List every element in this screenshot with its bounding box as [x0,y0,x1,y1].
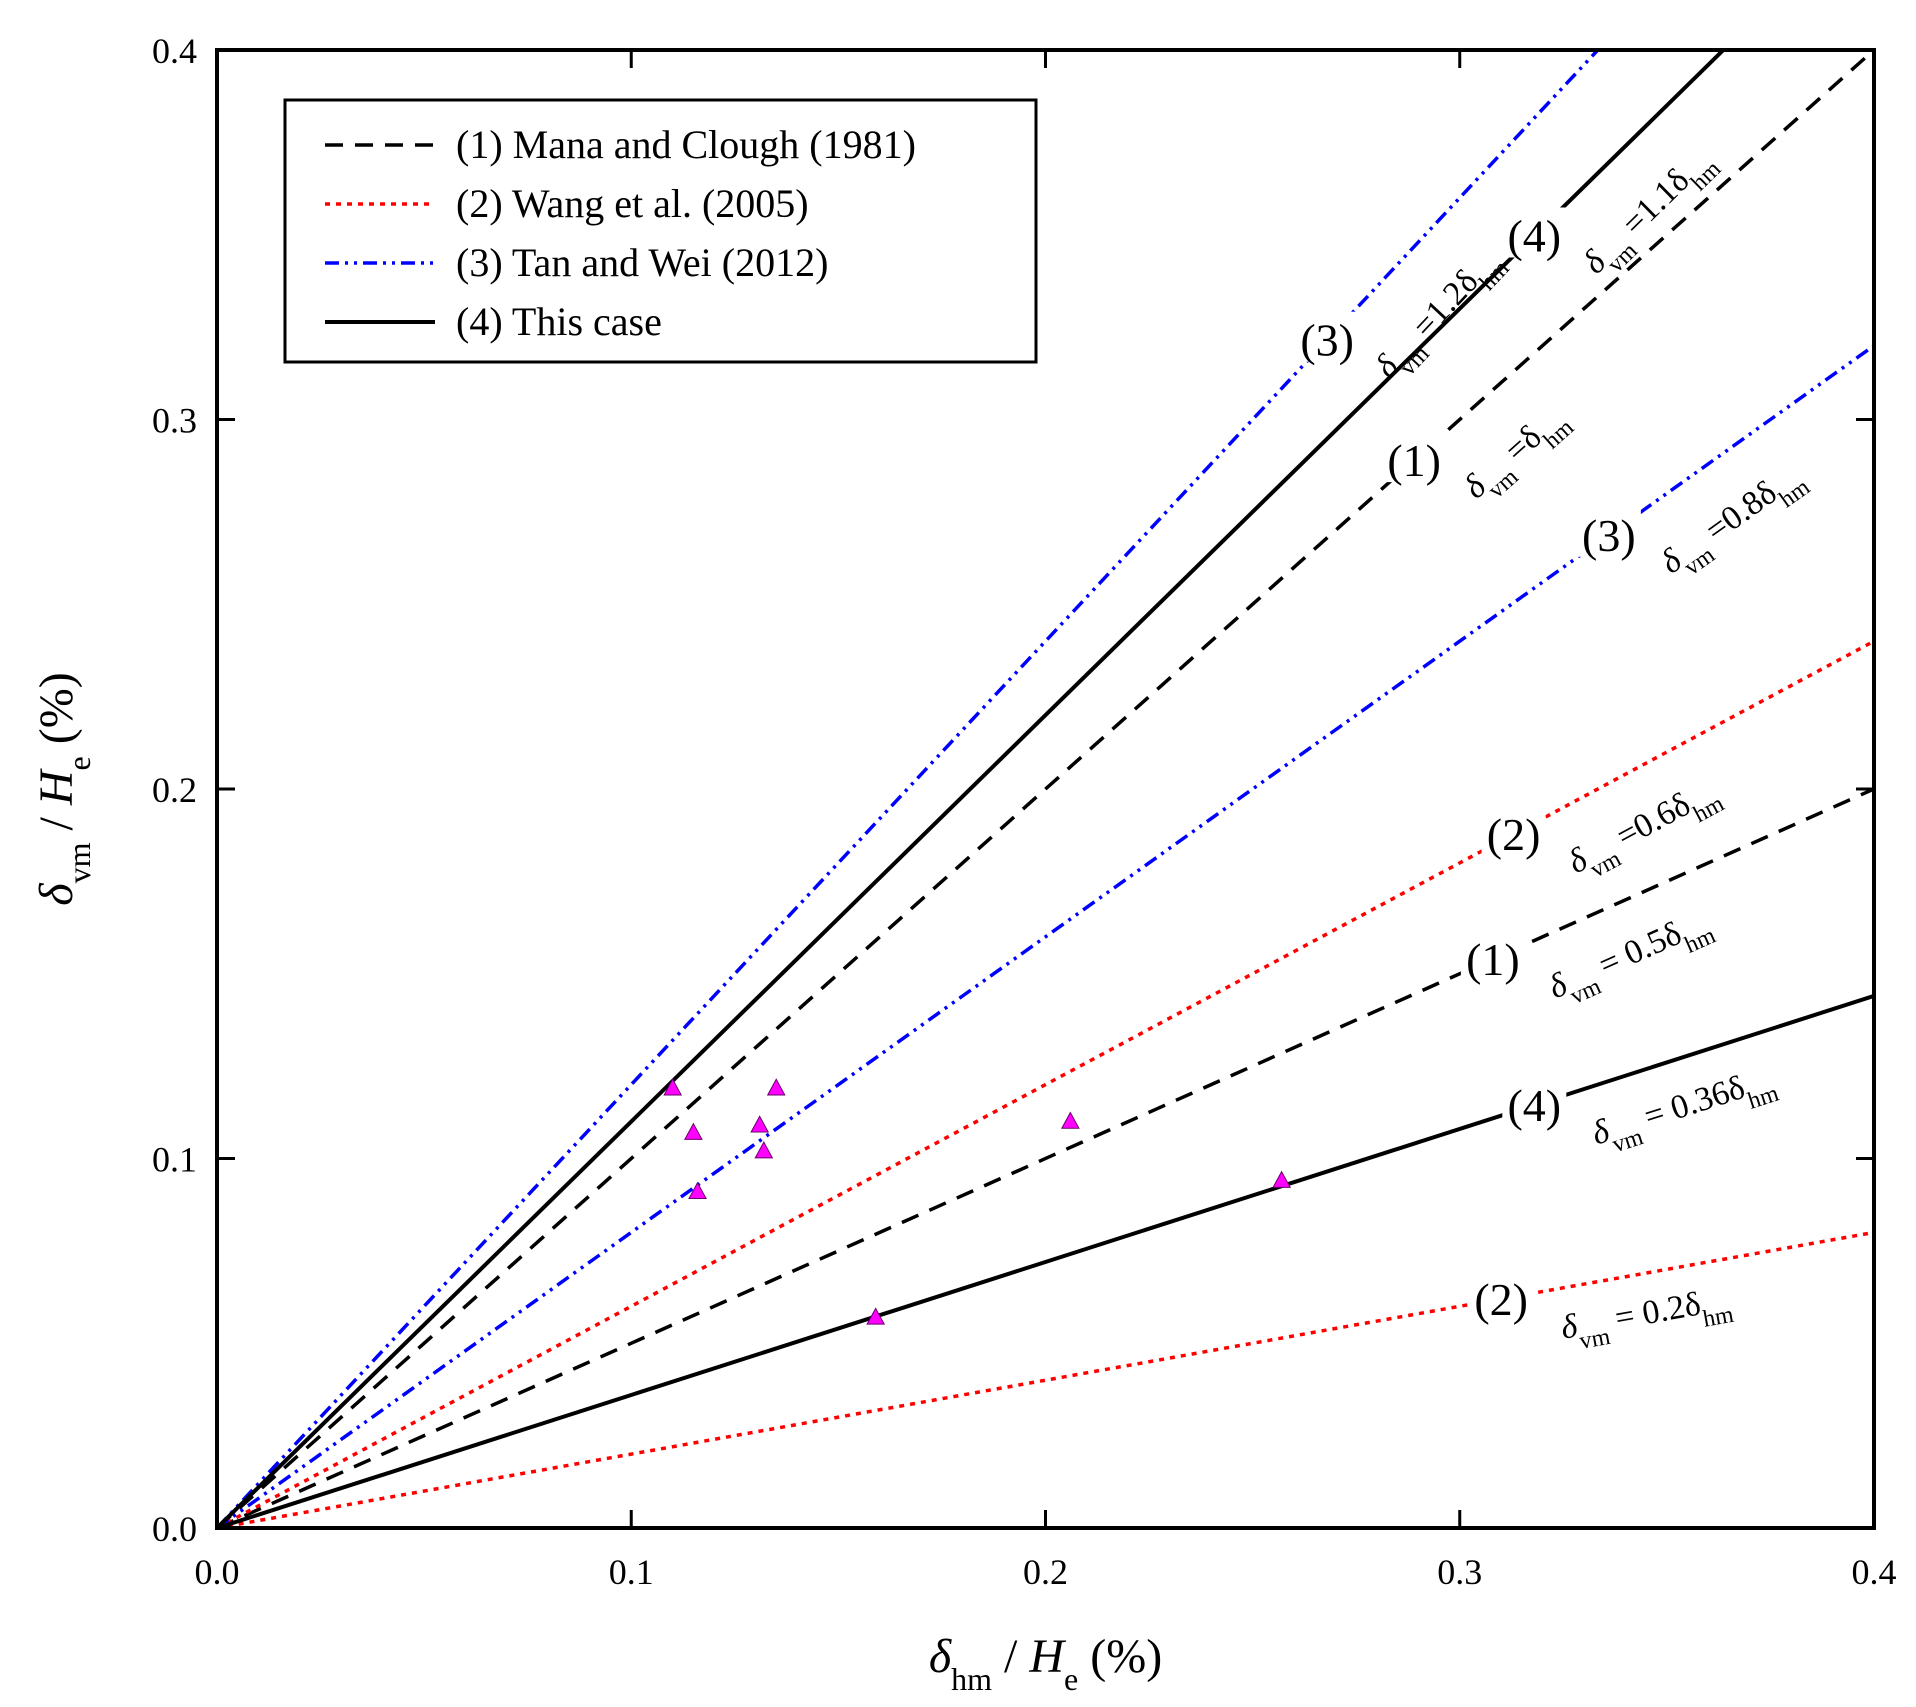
x-tick-label: 0.1 [609,1552,654,1592]
tag-halo [1481,806,1546,857]
data-point-triangle [750,1115,770,1133]
y-tick-label: 0.4 [152,31,197,71]
series-line-5 [217,344,1874,1528]
series-line-0 [217,50,1874,1528]
series-tag-label: (1) [1466,934,1520,985]
x-tick-label: 0.2 [1023,1552,1068,1592]
x-tick-label: 0.0 [195,1552,240,1592]
y-tick-label: 0.3 [152,401,197,441]
legend-entry-label: (1) Mana and Clough (1981) [456,122,916,167]
series-tag-label: (2) [1474,1274,1528,1325]
series-tag-label: (4) [1507,210,1561,261]
series-tag-label: (3) [1582,510,1636,561]
series-equation-label: δvm =1.2δhm [1368,240,1515,392]
series-line-2 [217,639,1874,1528]
data-point-triangle [866,1307,886,1325]
data-point-triangle [1272,1170,1292,1188]
series-layer [217,50,1874,1528]
legend-entry-label: (3) Tan and Wei (2012) [456,240,828,285]
tag-halo [1502,1076,1567,1127]
series-equation-label: δvm = 0.5δhm [1543,902,1720,1016]
legend-entry-label: (4) This case [456,299,662,344]
tag-halo [1469,1270,1534,1321]
data-point-triangle [766,1078,786,1096]
series-equation-label: δvm =δhm [1457,398,1579,514]
legend-entry-label: (2) Wang et al. (2005) [456,181,809,226]
tag-halo [1460,930,1525,981]
series-equation-label: δvm = 0.2δhm [1558,1280,1736,1357]
data-point-triangle [683,1122,703,1140]
series-tag-label: (1) [1387,435,1441,486]
tag-halo [1502,207,1567,258]
tag-halo [1295,311,1360,362]
data-point-triangle [754,1141,774,1159]
data-point-triangle [688,1181,707,1200]
tag-halo [1382,432,1447,483]
series-line-6 [217,50,1725,1528]
x-axis-title: δhm / He (%) [929,1630,1162,1697]
series-tag-label: (2) [1487,809,1541,860]
legend: (1) Mana and Clough (1981) (2) Wang et al… [283,98,1038,364]
series-equation-label: δvm =1.1δhm [1576,140,1726,289]
labels-layer: (1)δvm =δhm(1)δvm = 0.5δhm(2)δvm =0.6δhm… [1295,140,1815,1357]
series-line-4 [217,50,1600,1528]
series-equation-label: δvm =0.6δhm [1562,771,1729,891]
ticks-layer: 0.0 0.1 0.2 0.3 0.4 0.0 0.1 0.2 0.3 0.4 [152,31,1897,1592]
series-line-1 [217,787,1874,1528]
tag-halo [1576,506,1641,557]
x-tick-label: 0.4 [1852,1552,1897,1592]
series-line-7 [217,994,1874,1528]
y-tick-label: 0.2 [152,770,197,810]
axis-titles: δhm / He (%) δvm / He (%) [30,672,1162,1697]
y-axis-title: δvm / He (%) [30,672,97,905]
series-tag-label: (3) [1300,315,1354,366]
series-equation-label: δvm = 0.36δhm [1587,1060,1782,1164]
points-layer [663,1078,1292,1325]
legend-box [283,98,1038,364]
y-tick-label: 0.1 [152,1140,197,1180]
series-line-3 [217,1230,1874,1528]
y-tick-label: 0.0 [152,1509,197,1549]
series-equation-label: δvm =0.8δhm [1654,456,1815,590]
data-point-triangle [663,1078,683,1096]
data-point-triangle [1060,1111,1080,1129]
x-tick-label: 0.3 [1437,1552,1482,1592]
series-tag-label: (4) [1507,1080,1561,1131]
